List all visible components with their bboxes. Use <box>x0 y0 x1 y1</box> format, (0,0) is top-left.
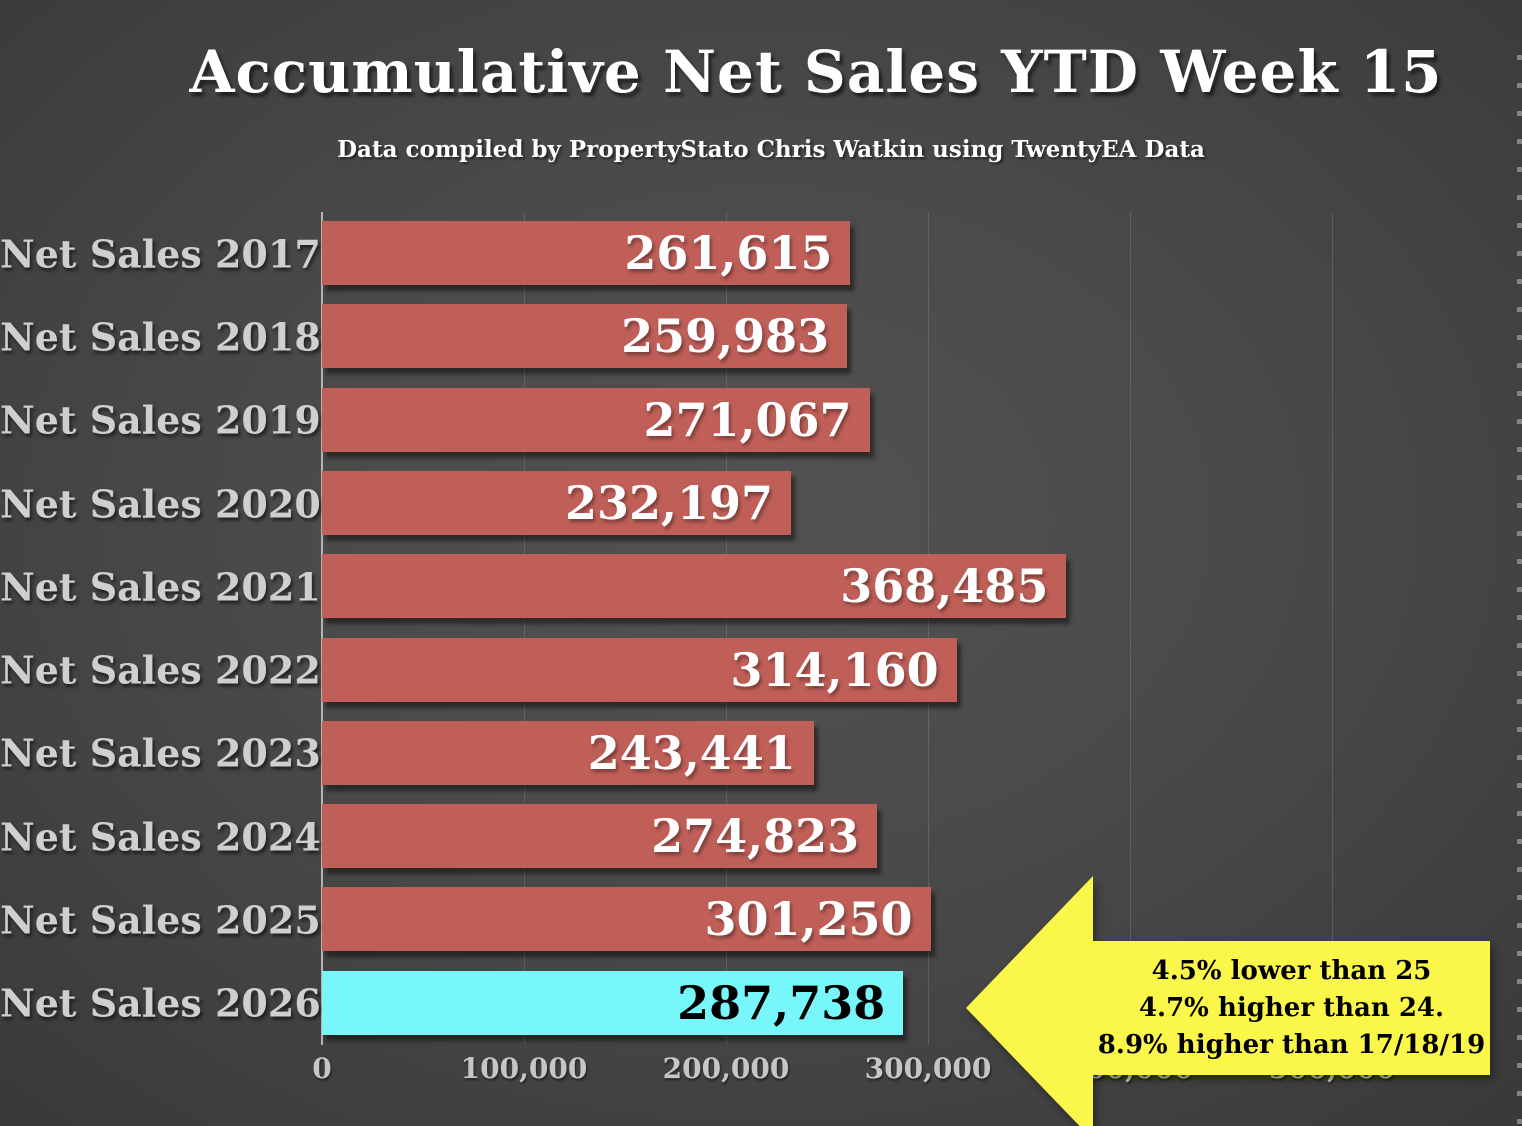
bar: 274,823 <box>322 804 878 869</box>
bar-value-label: 243,441 <box>587 725 796 780</box>
x-axis-tick-label: 300,000 <box>864 1052 992 1085</box>
bar-value-label: 261,615 <box>624 226 833 280</box>
category-label: Net Sales 2025 <box>0 897 321 943</box>
bar-value-label: 301,250 <box>704 892 913 947</box>
category-label: Net Sales 2024 <box>0 814 321 860</box>
left-arrow-shape <box>966 876 1490 1126</box>
category-label: Net Sales 2018 <box>0 314 321 360</box>
x-axis-tick-label: 100,000 <box>460 1052 588 1085</box>
category-label: Net Sales 2022 <box>0 647 321 693</box>
bar-value-label: 287,738 <box>677 975 886 1030</box>
bar-row: Net Sales 2025 301,250 <box>0 878 1522 961</box>
bar-row: Net Sales 2021 368,485 <box>0 545 1522 628</box>
bar-value-label: 368,485 <box>840 559 1049 614</box>
gridline <box>524 212 525 1045</box>
bar-highlighted: 287,738 <box>322 970 904 1035</box>
bar-row: Net Sales 2026 287,738 <box>0 962 1522 1045</box>
x-axis-tick-label: 0 <box>312 1052 332 1085</box>
category-label: Net Sales 2023 <box>0 730 321 776</box>
bar-value-label: 271,067 <box>643 392 852 447</box>
annotation-line-3: 8.9% higher than 17/18/19 <box>1097 1029 1486 1060</box>
category-label: Net Sales 2020 <box>0 481 321 527</box>
category-label: Net Sales 2026 <box>0 980 321 1026</box>
gridline <box>928 212 929 1045</box>
bar-row: Net Sales 2020 232,197 <box>0 462 1522 545</box>
bar: 368,485 <box>322 554 1067 619</box>
gridline <box>726 212 727 1045</box>
bar: 271,067 <box>322 387 870 452</box>
category-label: Net Sales 2017 <box>0 231 321 277</box>
bar-row: Net Sales 2023 243,441 <box>0 712 1522 795</box>
annotation-text-block: 4.5% lower than 25 4.7% higher than 24. … <box>1093 941 1490 1075</box>
annotation-line-2: 4.7% higher than 24. <box>1138 992 1445 1023</box>
gridline <box>1130 212 1131 1045</box>
bar-row: Net Sales 2017 261,615 <box>0 212 1522 295</box>
bar-row: Net Sales 2022 314,160 <box>0 629 1522 712</box>
bar-row: Net Sales 2019 271,067 <box>0 379 1522 462</box>
gridline <box>1332 212 1333 1045</box>
bar-value-label: 274,823 <box>651 809 860 864</box>
annotation-line-1: 4.5% lower than 25 <box>1151 955 1432 986</box>
bar: 261,615 <box>322 221 851 285</box>
category-label: Net Sales 2021 <box>0 564 321 610</box>
chart-title: Accumulative Net Sales YTD Week 15 <box>189 38 1443 106</box>
y-axis-line <box>321 212 323 1045</box>
bar-row: Net Sales 2024 274,823 <box>0 795 1522 878</box>
chart-subtitle: Data compiled by PropertyStato Chris Wat… <box>337 136 1205 163</box>
category-label: Net Sales 2019 <box>0 397 321 443</box>
bar-row: Net Sales 2018 259,983 <box>0 295 1522 378</box>
bar-value-label: 232,197 <box>564 475 774 530</box>
bar: 301,250 <box>322 887 931 952</box>
left-arrow-icon <box>966 876 1490 1126</box>
bar-value-label: 259,983 <box>621 309 830 364</box>
bar: 243,441 <box>322 720 814 785</box>
x-axis-tick-label: 200,000 <box>662 1052 790 1085</box>
bar-value-label: 314,160 <box>730 642 939 697</box>
bar: 259,983 <box>322 304 848 369</box>
arrow-annotation: 4.5% lower than 25 4.7% higher than 24. … <box>966 876 1522 1126</box>
bar: 232,197 <box>322 470 792 535</box>
bar: 314,160 <box>322 637 957 702</box>
right-edge-dotted-line <box>1517 55 1522 1126</box>
